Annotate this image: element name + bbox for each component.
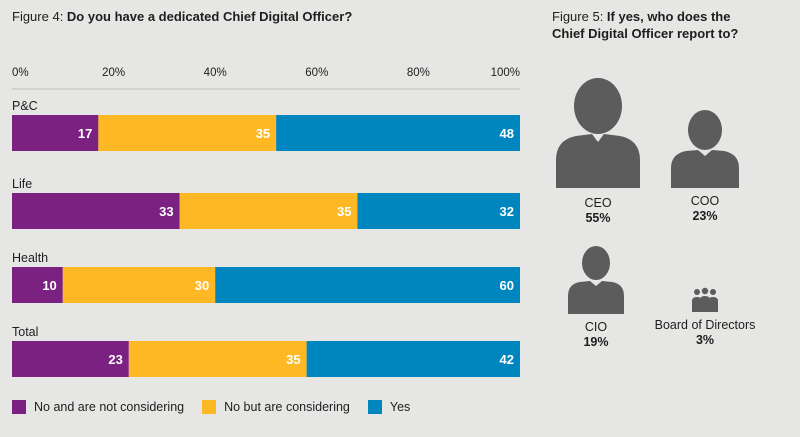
bar-segment xyxy=(128,341,307,377)
coo-percentage: 23% xyxy=(692,209,718,223)
bar-segment xyxy=(306,341,520,377)
category-label: P&C xyxy=(12,99,38,113)
x-tick-label: 80% xyxy=(407,67,430,79)
chart-legend: No and are not considering No but are con… xyxy=(12,400,428,414)
legend-item: No and are not considering xyxy=(12,400,184,414)
data-label: 33 xyxy=(159,204,173,219)
figure-4-question: Do you have a dedicated Chief Digital Of… xyxy=(66,9,353,24)
board-percentage: 3% xyxy=(695,333,715,347)
cio-item: CIO 19% xyxy=(560,246,632,350)
bar-segment xyxy=(12,193,180,229)
x-tick-label: 100% xyxy=(491,67,520,79)
bar-segment xyxy=(12,115,99,151)
data-label: 48 xyxy=(500,126,514,141)
legend-label: Yes xyxy=(389,400,411,414)
legend-label: No and are not considering xyxy=(34,400,185,414)
ceo-percentage: 55% xyxy=(585,211,611,225)
legend-item: Yes xyxy=(367,400,411,414)
data-label: 32 xyxy=(500,204,514,219)
data-label: 35 xyxy=(286,352,300,367)
coo-item: COO 23% xyxy=(660,110,750,224)
ceo-role: CEO xyxy=(584,196,612,210)
category-label: Life xyxy=(12,177,32,191)
category-label: Total xyxy=(12,325,38,339)
data-label: 17 xyxy=(78,126,92,141)
x-tick-label: 20% xyxy=(102,67,125,79)
person-medium-icon xyxy=(671,110,739,188)
legend-item: No but are considering xyxy=(202,400,350,414)
cio-role: CIO xyxy=(584,320,608,334)
data-label: 23 xyxy=(108,352,122,367)
x-tick-label: 40% xyxy=(204,67,227,79)
bar-segment xyxy=(276,115,520,151)
data-label: 35 xyxy=(256,126,270,141)
group-of-people-icon xyxy=(692,287,718,312)
bar-segment xyxy=(357,193,520,229)
legend-label: No but are considering xyxy=(224,400,350,414)
bar-segment xyxy=(12,341,129,377)
stacked-bar-chart: 0% 20% 40% 60% 80% 100% P&C 17 35 48 Life 33 35 32 Hea… xyxy=(12,67,520,377)
bar-segment xyxy=(179,193,358,229)
figure-4-prefix: Figure 4: xyxy=(12,9,67,24)
bar-segment xyxy=(62,267,216,303)
bar-segment xyxy=(98,115,277,151)
x-tick-label: 0% xyxy=(12,67,29,79)
figure-5-question-line2: Chief Digital Officer report to? xyxy=(552,26,739,41)
bar-segment xyxy=(215,267,520,303)
data-label: 35 xyxy=(337,204,351,219)
ceo-item: CEO 55% xyxy=(548,78,648,226)
person-medium-icon xyxy=(568,246,624,314)
person-large-icon xyxy=(556,78,640,188)
legend-swatch xyxy=(202,400,217,414)
legend-swatch xyxy=(367,400,382,414)
figure-5-prefix: Figure 5: xyxy=(552,9,607,24)
figure-5-question-line1: If yes, who does the xyxy=(606,9,731,24)
legend-swatch xyxy=(12,400,26,414)
coo-role: COO xyxy=(690,194,720,208)
bar-segment xyxy=(12,267,63,303)
category-label: Health xyxy=(12,251,48,265)
figure-5-title: Figure 5: If yes, who does the Chief Dig… xyxy=(552,8,792,42)
x-tick-label: 60% xyxy=(305,67,328,79)
data-label: 60 xyxy=(500,278,514,293)
figure-4-title: Figure 4: Do you have a dedicated Chief … xyxy=(12,8,352,25)
board-item: Board of Directors 3% xyxy=(645,286,765,348)
board-role: Board of Directors xyxy=(654,318,756,332)
data-label: 10 xyxy=(42,278,56,293)
data-label: 30 xyxy=(195,278,209,293)
cio-percentage: 19% xyxy=(583,335,609,349)
data-label: 42 xyxy=(500,352,514,367)
